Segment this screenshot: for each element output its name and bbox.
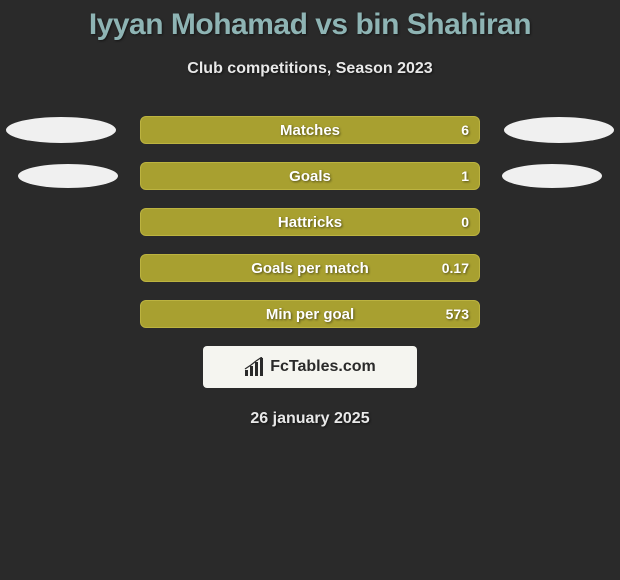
stat-value: 1 [461,168,469,184]
date-label: 26 january 2025 [0,410,620,428]
stat-row: Goals per match 0.17 [0,254,620,282]
comparison-rows: Matches 6 Goals 1 Hattricks 0 Goals per … [0,116,620,328]
right-ellipse [504,117,614,143]
stat-bar: Matches 6 [140,116,480,144]
stat-bar: Goals 1 [140,162,480,190]
left-ellipse [18,164,118,188]
page-title: Iyyan Mohamad vs bin Shahiran [0,0,620,42]
stat-value: 6 [461,122,469,138]
stat-label: Hattricks [278,214,342,231]
left-ellipse [6,117,116,143]
stat-row: Goals 1 [0,162,620,190]
right-ellipse [502,164,602,188]
stat-value: 0 [461,214,469,230]
stat-bar: Hattricks 0 [140,208,480,236]
stat-row: Matches 6 [0,116,620,144]
stat-label: Goals [289,168,331,185]
stat-row: Min per goal 573 [0,300,620,328]
logo-box: FcTables.com [203,346,417,388]
stat-row: Hattricks 0 [0,208,620,236]
stat-value: 0.17 [442,260,469,276]
stat-bar: Min per goal 573 [140,300,480,328]
subtitle: Club competitions, Season 2023 [0,60,620,78]
logo-text: FcTables.com [270,358,376,376]
bar-chart-icon [244,357,266,377]
stat-label: Min per goal [266,306,354,323]
stat-label: Matches [280,122,340,139]
stat-value: 573 [446,306,469,322]
stat-label: Goals per match [251,260,369,277]
stat-bar: Goals per match 0.17 [140,254,480,282]
